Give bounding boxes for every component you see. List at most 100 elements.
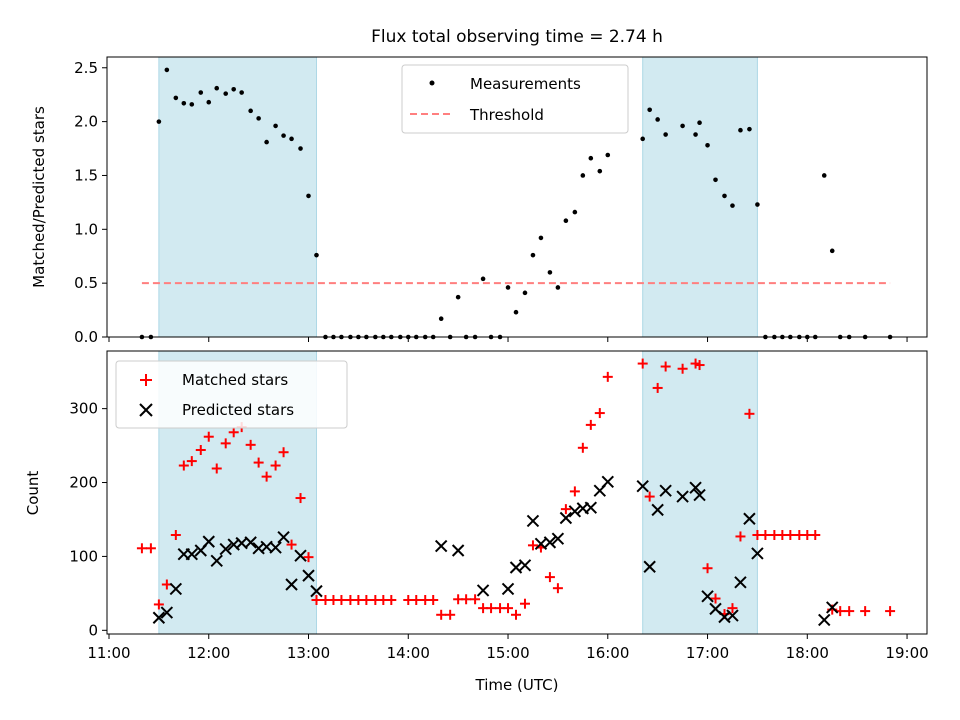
predicted-star-point	[701, 590, 714, 603]
top-x-ticks	[108, 337, 908, 342]
predicted-star-point	[152, 611, 166, 624]
x-tick-label: 19:00	[885, 644, 928, 662]
matched-star-point	[361, 595, 372, 606]
bottom-x-axis: 11:00 12:00 13:00 14:00 15:00 16:00 17:00 18:00…	[87, 634, 929, 662]
matched-star-point	[195, 445, 206, 456]
top-legend: Measurements Threshold	[401, 64, 629, 134]
measurement-point	[605, 152, 611, 158]
measurement-point	[647, 107, 652, 113]
y-tick-label: 100	[69, 547, 98, 565]
matched-star-point	[270, 460, 281, 471]
measurement-point	[198, 90, 204, 95]
predicted-star-point	[160, 606, 174, 619]
matched-star-point	[785, 529, 796, 540]
matched-star-point	[637, 358, 648, 369]
predicted-star-point	[451, 544, 465, 557]
matched-star-point	[336, 595, 347, 606]
top-panel: 0.0 0.5 1.0 1.5 2.0 2.5 Matched/Predicted sta…	[30, 56, 928, 346]
matched-star-point	[136, 543, 147, 554]
x-axis-label: Time (UTC)	[475, 676, 559, 694]
matched-star-point	[810, 529, 821, 540]
matched-star-point	[552, 583, 563, 594]
matched-star-point	[203, 431, 214, 442]
measurement-point	[663, 132, 668, 137]
predicted-star-point	[818, 613, 831, 627]
y-tick-label: 2.5	[74, 59, 98, 77]
predicted-star-point	[826, 601, 839, 614]
matched-star-point	[261, 471, 272, 482]
y-tick-label: 200	[69, 474, 98, 492]
measurement-point	[747, 126, 752, 132]
predicted-star-point	[643, 560, 656, 573]
matched-star-point	[677, 363, 688, 374]
matched-star-point	[744, 408, 755, 419]
y-tick-label: 300	[69, 400, 98, 418]
measurement-point	[231, 87, 236, 92]
x-tick-label: 14:00	[387, 644, 430, 662]
measurement-point	[239, 90, 244, 95]
predicted-star-point	[551, 532, 565, 545]
top-y-axis: 0.0 0.5 1.0 1.5 2.0 2.5	[74, 59, 107, 346]
matched-star-point	[710, 593, 721, 604]
measurement-point	[248, 108, 253, 114]
matched-star-point	[735, 531, 746, 542]
measurement-point	[655, 117, 660, 122]
matched-star-point	[594, 408, 605, 419]
predicted-star-point	[693, 488, 706, 502]
predicted-star-points	[152, 475, 839, 627]
legend-measurements-marker	[429, 80, 435, 86]
bottom-y-axis: 0 100 200 300	[69, 400, 107, 639]
predicted-star-point	[543, 536, 557, 549]
matched-star-point	[386, 595, 397, 606]
measurement-point	[281, 133, 286, 138]
top-y-axis-label: Matched/Predicted stars	[30, 106, 48, 288]
matched-star-point	[295, 493, 306, 504]
measurement-point	[223, 91, 229, 96]
measurement-point	[189, 102, 195, 107]
matched-star-point	[760, 529, 771, 540]
matched-star-point	[503, 603, 514, 614]
matched-star-point	[211, 463, 222, 474]
measurement-point	[181, 101, 187, 106]
predicted-star-point	[509, 561, 523, 574]
matched-star-point	[844, 606, 855, 617]
predicted-star-point	[584, 501, 598, 514]
measurement-point	[455, 294, 461, 300]
measurement-point	[314, 252, 319, 258]
matched-star-point	[220, 438, 231, 449]
measurement-point	[693, 132, 698, 137]
measurement-point	[164, 67, 170, 73]
matched-star-point	[569, 486, 580, 497]
measurement-point	[588, 155, 594, 161]
measurement-point	[821, 173, 827, 178]
matched-star-point	[860, 606, 871, 617]
measurement-point	[306, 193, 311, 199]
measurement-point	[480, 276, 486, 282]
predicted-star-point	[244, 536, 257, 549]
measurement-point	[738, 127, 743, 133]
measurement-point	[214, 85, 220, 91]
predicted-star-point	[743, 512, 756, 525]
measurement-point	[522, 290, 528, 296]
predicted-star-point	[751, 547, 764, 560]
matched-star-point	[511, 609, 522, 620]
measurement-point	[206, 99, 212, 105]
predicted-star-point	[269, 541, 282, 554]
measurement-point	[580, 173, 586, 178]
matched-star-point	[602, 371, 613, 382]
measurement-point	[289, 136, 294, 142]
matched-star-point	[445, 609, 456, 620]
measurement-point	[173, 95, 179, 101]
legend-matched-label: Matched stars	[182, 371, 288, 389]
bottom-y-axis-label: Count	[24, 471, 42, 516]
x-tick-label: 11:00	[87, 644, 130, 662]
predicted-star-point	[676, 490, 689, 503]
predicted-star-point	[202, 535, 215, 548]
predicted-star-point	[734, 576, 747, 589]
y-tick-label: 1.0	[74, 220, 98, 238]
predicted-star-point	[169, 582, 183, 596]
matched-star-point	[519, 598, 530, 609]
matched-star-point	[727, 603, 738, 614]
predicted-star-point	[601, 475, 614, 488]
measurement-point	[256, 116, 261, 121]
